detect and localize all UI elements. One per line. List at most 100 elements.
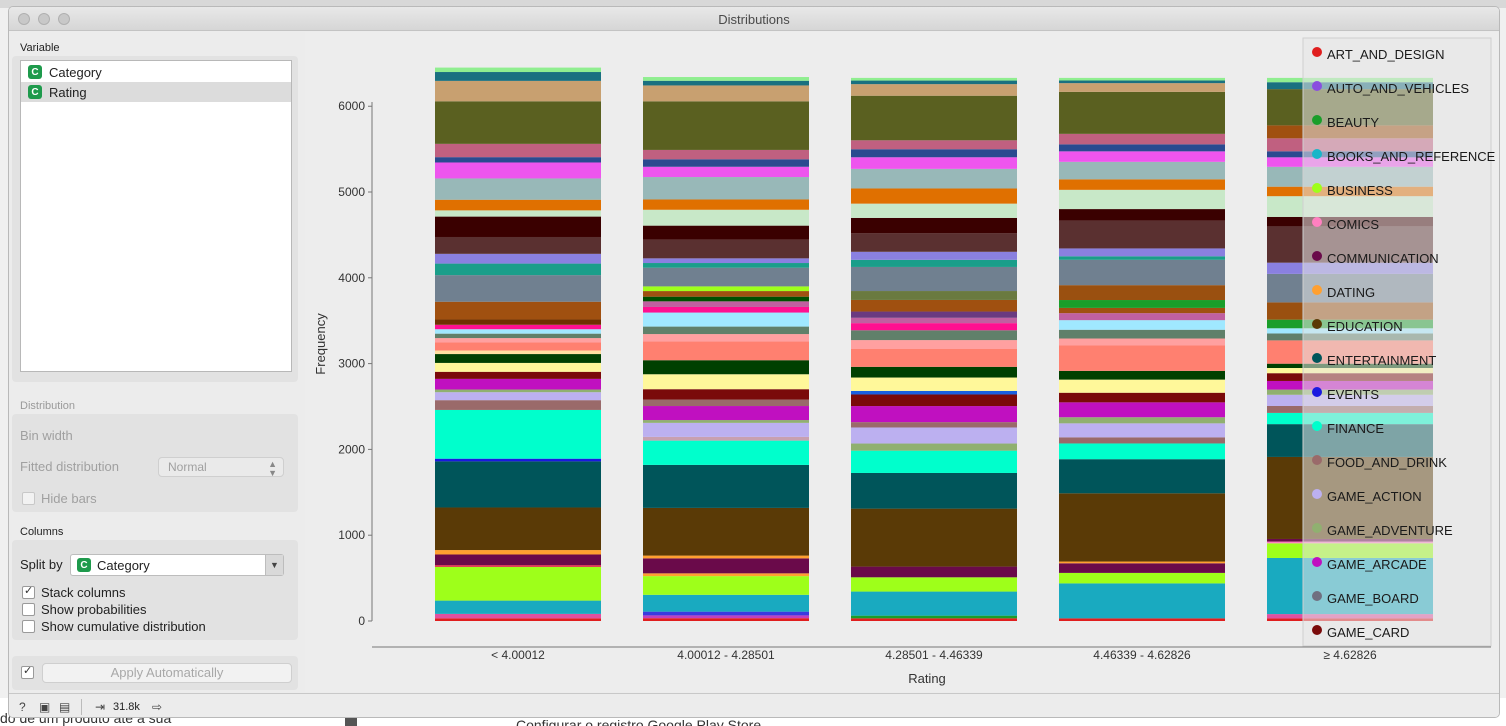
bar-segment [851,330,1017,341]
bar-segment [851,340,1017,349]
chevron-down-icon: ▼ [265,555,283,575]
bar-segment [435,362,601,372]
report-icon[interactable]: ▤ [59,700,71,714]
status-divider [81,699,82,715]
bar-segment [435,101,601,144]
bar-segment [1059,307,1225,314]
zoom-window-button[interactable] [58,13,70,25]
bar-segment [643,399,809,407]
bar-segment [851,390,1017,395]
bar-segment [1059,402,1225,418]
bar-segment [1059,563,1225,573]
variable-item-rating[interactable]: C Rating [21,82,291,102]
legend-label: GAME_ARCADE [1327,557,1427,572]
legend-label: DATING [1327,285,1375,300]
bar-segment [435,389,601,393]
bar-segment [643,360,809,375]
bar-segment [851,349,1017,367]
background-window-top [0,0,1506,8]
bar-segment [1059,320,1225,330]
variable-section-label: Variable [20,42,60,54]
show-probabilities-label: Show probabilities [41,602,147,617]
bar-segment [1059,345,1225,371]
help-icon[interactable]: ? [19,700,26,714]
bar-segment [1059,259,1225,286]
distribution-group: Bin width Fitted distribution Normal ▲ ▼ … [12,414,298,512]
bar-segment [435,143,601,158]
bar-segment [643,101,809,150]
hide-bars-checkbox[interactable] [22,492,35,505]
legend-dot [1312,115,1322,125]
legend-label: BEAUTY [1327,115,1379,130]
show-probabilities-checkbox[interactable] [22,603,35,616]
legend-item: AUTO_AND_VEHICLES [1312,81,1469,96]
bar-segment [643,440,809,465]
apply-button[interactable]: Apply Automatically [42,663,292,683]
bar-segment [851,472,1017,509]
variable-list[interactable]: C Category C Rating [20,60,292,372]
categorical-icon: C [28,65,42,79]
bar-segment [435,162,601,179]
stack-columns-checkbox[interactable] [22,584,35,599]
bar-segment [643,263,809,268]
x-tick-label: 4.00012 - 4.28501 [677,648,775,662]
legend-dot [1312,455,1322,465]
chart-area: 0 1000 2000 3000 4000 5000 6000 < 4.00012 4.0001… [305,32,1499,692]
bar-segment [435,301,601,320]
apply-automatically-checkbox[interactable] [21,664,34,679]
bar-1 [643,77,809,621]
legend-label: EDUCATION [1327,319,1403,334]
bar-segment [435,263,601,276]
bar-segment [1059,459,1225,494]
legend-item: DATING [1312,285,1375,300]
bar-segment [643,166,809,178]
split-by-value: Category [97,557,150,573]
bar-segment [435,350,601,355]
close-window-button[interactable] [18,13,30,25]
bar-segment [1059,248,1225,257]
bar-segment [1059,417,1225,424]
bar-segment [643,406,809,421]
show-cumulative-checkbox[interactable] [22,620,35,633]
bar-segment [643,177,809,200]
variable-item-category[interactable]: C Category [21,62,291,82]
x-tick-label: 4.28501 - 4.46339 [885,648,983,662]
bar-segment [643,258,809,264]
legend-label: COMICS [1327,217,1379,232]
bar-segment [435,210,601,217]
bar-segment [643,573,809,577]
legend-item: GAME_CARD [1312,625,1409,640]
title-bar[interactable]: Distributions [9,7,1499,31]
bar-segment [851,450,1017,473]
bar-segment [643,80,809,86]
legend-dot [1312,149,1322,159]
legend-dot [1312,217,1322,227]
legend-label: EVENTS [1327,387,1379,402]
legend-item: FINANCE [1312,421,1384,436]
minimize-window-button[interactable] [38,13,50,25]
bar-segment [1059,256,1225,260]
bar-segment [1059,220,1225,249]
bar-segment [851,394,1017,407]
bar-segment [643,558,809,574]
split-by-select[interactable]: C Category ▼ [70,554,284,576]
fitted-distribution-select[interactable]: Normal ▲ ▼ [158,457,284,478]
bar-3 [1059,77,1225,621]
legend-item: ART_AND_DESIGN [1312,47,1445,62]
bar-segment [851,422,1017,428]
bar-segment [1059,618,1225,621]
bar-segment [851,203,1017,218]
bar-segment [435,199,601,211]
save-icon[interactable]: ▣ [39,700,51,714]
bar-segment [851,168,1017,189]
bar-segment [1059,583,1225,619]
bar-segment [851,266,1017,292]
bar-segment [435,565,601,567]
legend-item: COMMUNICATION [1312,251,1439,266]
legend-dot [1312,81,1322,91]
bar-segment [435,178,601,200]
bar-segment [643,301,809,307]
columns-section-label: Columns [20,526,64,538]
bar-segment [643,291,809,297]
bar-segment [1059,493,1225,562]
